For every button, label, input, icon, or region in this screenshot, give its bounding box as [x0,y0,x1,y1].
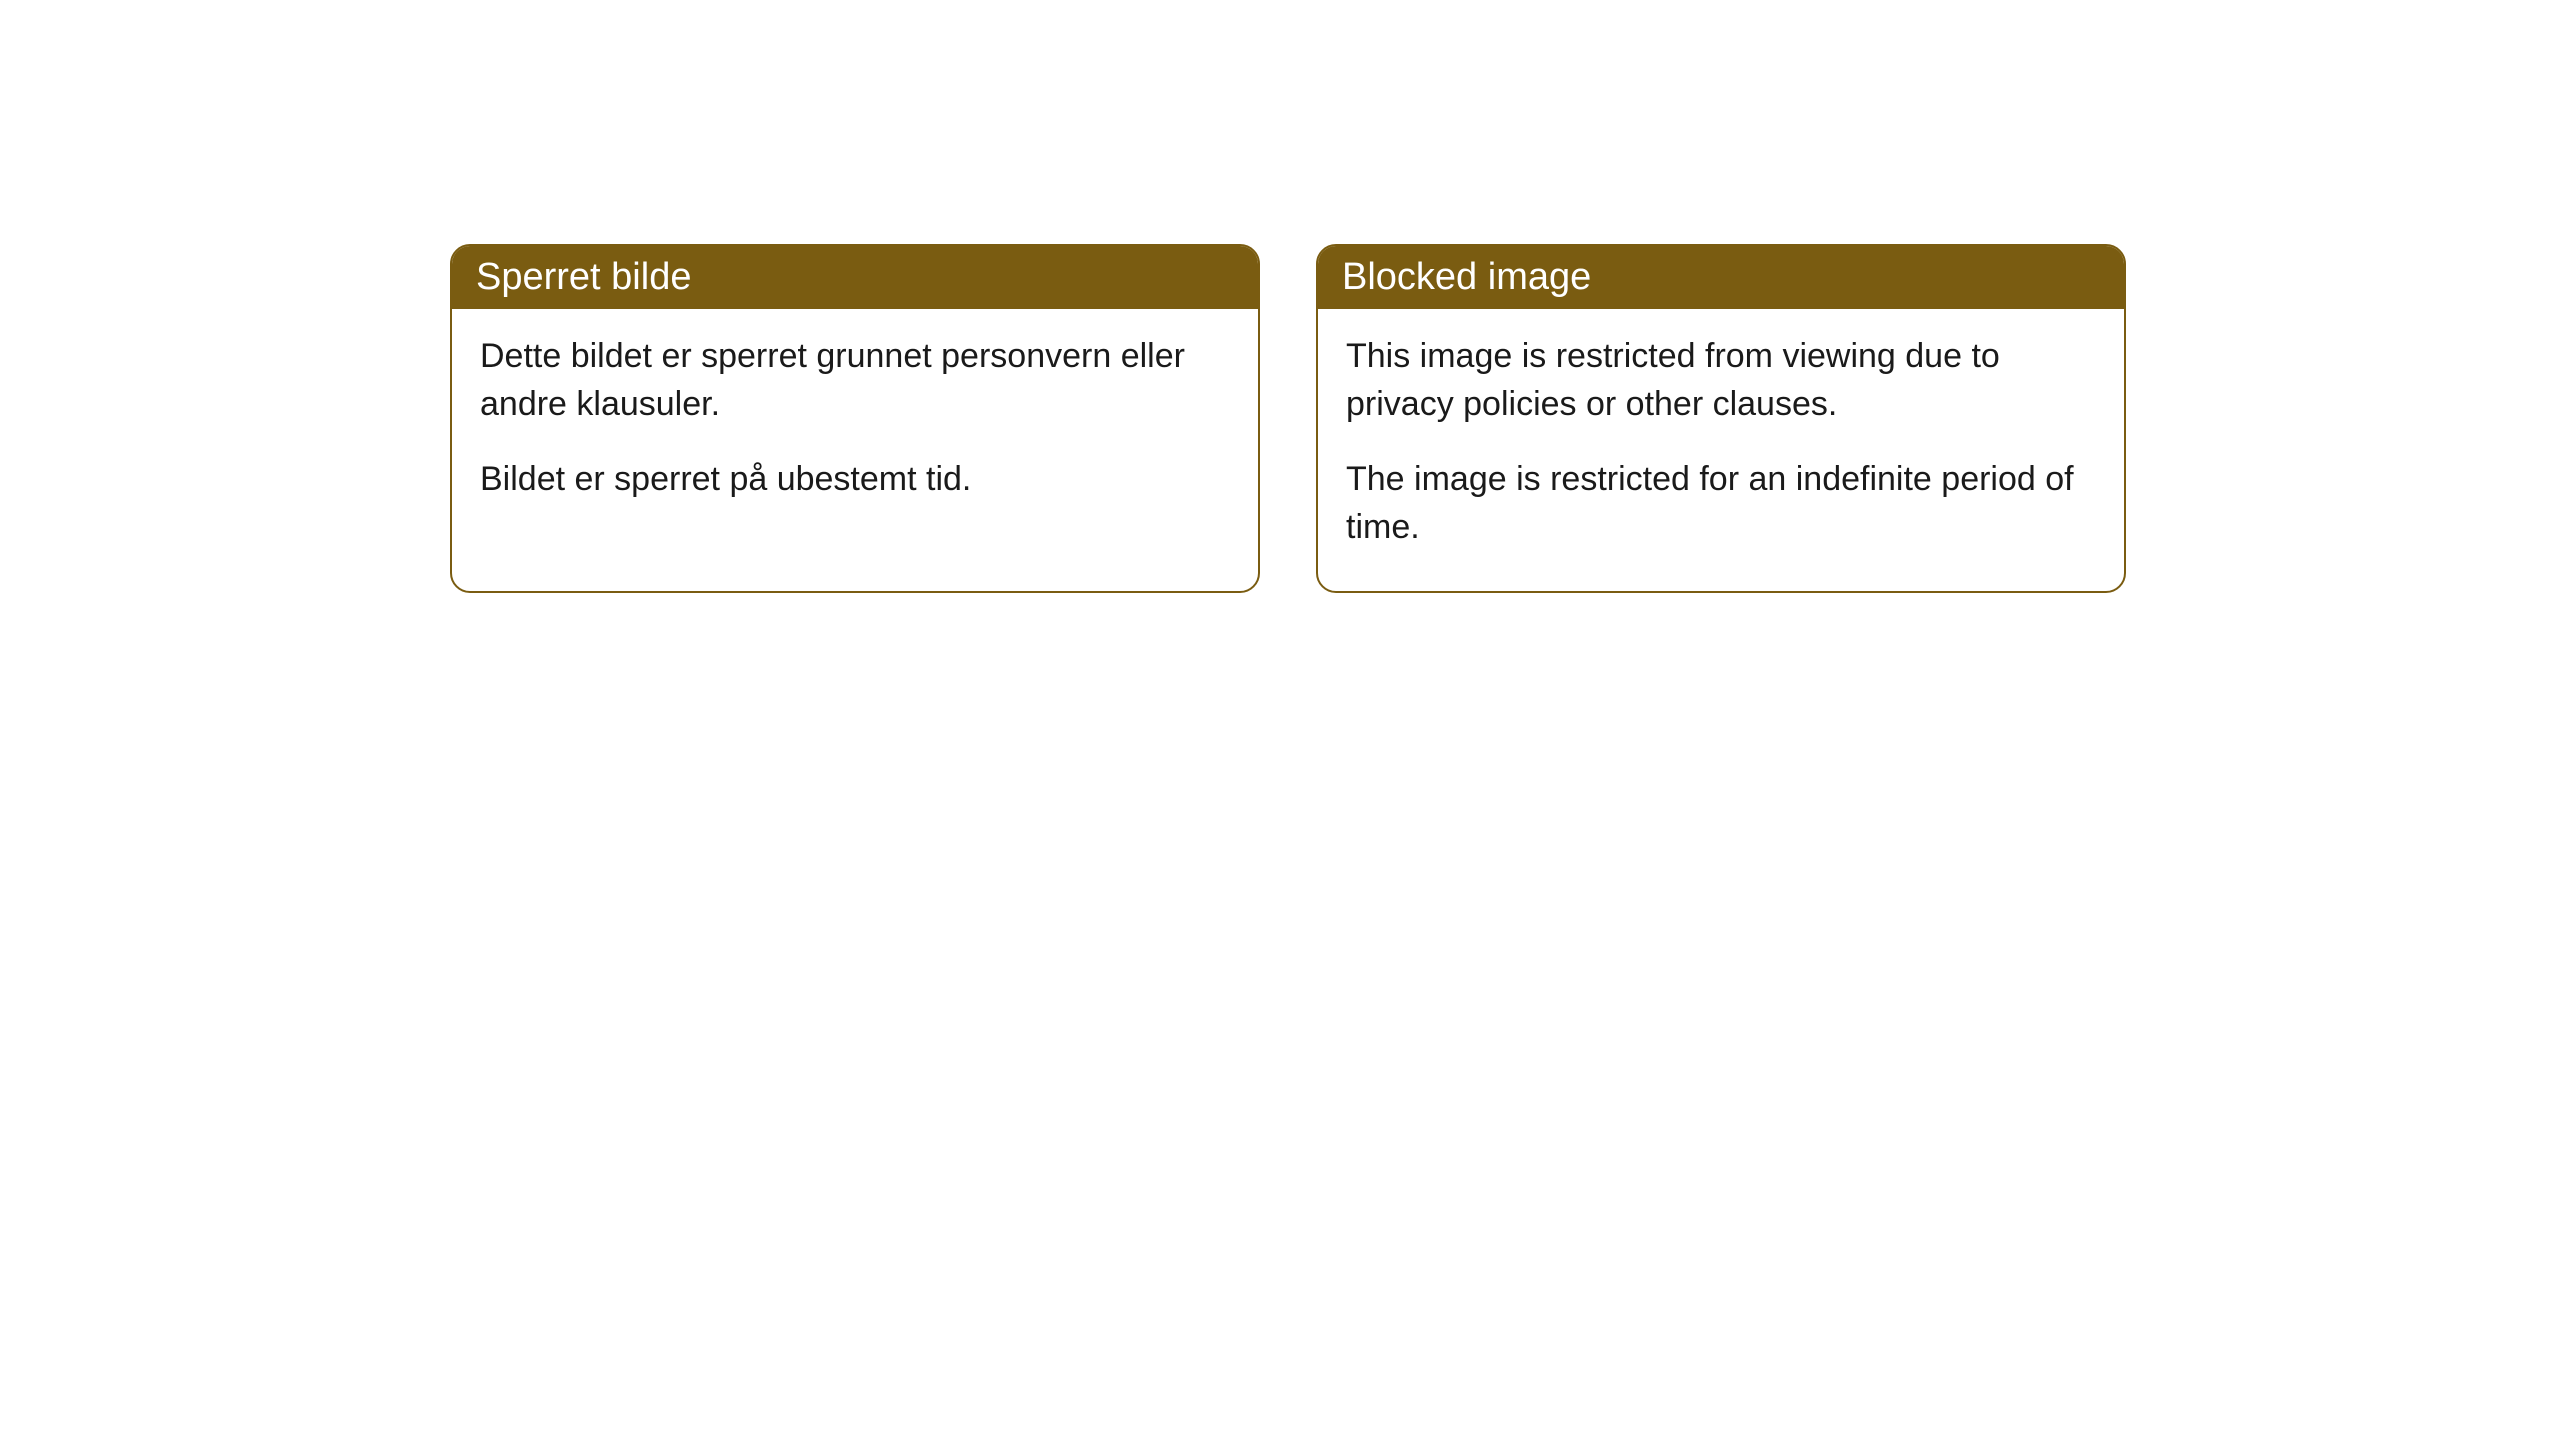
card-title: Sperret bilde [476,256,691,298]
card-body: Dette bildet er sperret grunnet personve… [452,309,1258,544]
notice-card-norwegian: Sperret bilde Dette bildet er sperret gr… [450,244,1260,593]
notice-card-english: Blocked image This image is restricted f… [1316,244,2126,593]
card-body: This image is restricted from viewing du… [1318,309,2124,591]
card-title: Blocked image [1342,256,1591,298]
card-header: Blocked image [1318,246,2124,309]
card-paragraph: This image is restricted from viewing du… [1346,333,2096,428]
card-header: Sperret bilde [452,246,1258,309]
card-paragraph: Bildet er sperret på ubestemt tid. [480,456,1230,504]
notice-cards-container: Sperret bilde Dette bildet er sperret gr… [450,244,2126,593]
card-paragraph: The image is restricted for an indefinit… [1346,456,2096,551]
card-paragraph: Dette bildet er sperret grunnet personve… [480,333,1230,428]
